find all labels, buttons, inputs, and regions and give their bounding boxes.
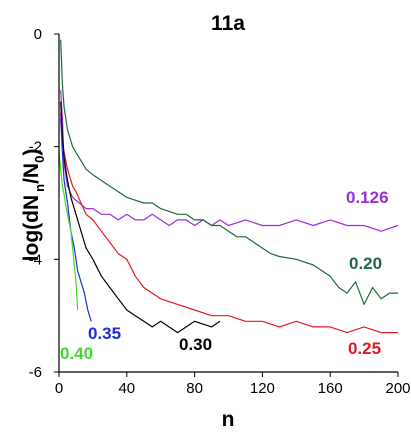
chart-title: 11a — [211, 12, 245, 35]
series-line-0-40 — [58, 152, 79, 311]
y-tick-label: -4 — [29, 251, 42, 268]
series-line-0-35 — [60, 118, 92, 322]
plot-area — [58, 39, 399, 334]
y-axis-label-part-a: log(dN — [20, 195, 43, 261]
series-labels: 0.126 0.20 0.25 0.30 0.350.40 — [60, 188, 389, 363]
y-axis-label-part-c: ) — [20, 149, 43, 156]
y-axis-label-sub-0: 0 — [32, 156, 47, 163]
x-tick-label: 160 — [318, 380, 343, 397]
series-line-0-25 — [60, 112, 398, 334]
x-tick-label: 40 — [118, 380, 135, 397]
x-tick-label: 0 — [55, 380, 63, 397]
y-tick-label: -2 — [29, 139, 42, 156]
series-label-0-126: 0.126 — [346, 188, 389, 207]
series-label-0-35: 0.35 — [88, 324, 121, 343]
x-tick-label: 200 — [385, 380, 410, 397]
series-line-0-30 — [60, 101, 221, 334]
x-tick-label: 80 — [186, 380, 203, 397]
y-tick-label: 0 — [34, 26, 42, 43]
series-line-0-126 — [60, 90, 399, 232]
series-label-0-30: 0.30 — [179, 335, 212, 354]
series-label-0-40: 0.40 — [60, 344, 93, 363]
y-axis-label: log(dN n/N0) — [20, 149, 47, 262]
series-label-0-20: 0.20 — [349, 254, 382, 273]
x-tick-label: 120 — [250, 380, 275, 397]
series-label-0-25: 0.25 — [348, 339, 381, 358]
y-axis-label-sub-n: n — [32, 184, 47, 192]
series-line-0-20 — [60, 39, 398, 305]
x-axis-label: n — [222, 408, 235, 431]
y-tick-label: -6 — [29, 364, 42, 381]
y-axis-label-part-b: /N — [20, 163, 43, 184]
